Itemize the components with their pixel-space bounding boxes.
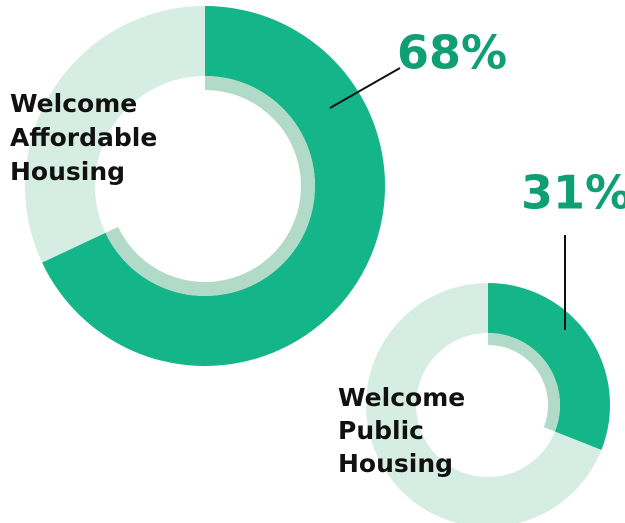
value-label: 68%: [397, 26, 507, 80]
donut-segment: [42, 6, 385, 366]
chart-label: Affordable: [10, 123, 157, 152]
chart-label: Housing: [338, 449, 453, 478]
chart-label: Public: [338, 416, 424, 445]
value-label: 31%: [521, 166, 625, 220]
chart-label: Welcome: [10, 89, 137, 118]
donut-segment: [488, 283, 611, 450]
donut-inner-segment: [488, 333, 560, 432]
chart-label: Welcome: [338, 383, 465, 412]
leader-line: [329, 67, 401, 109]
chart-label: Housing: [10, 157, 125, 186]
